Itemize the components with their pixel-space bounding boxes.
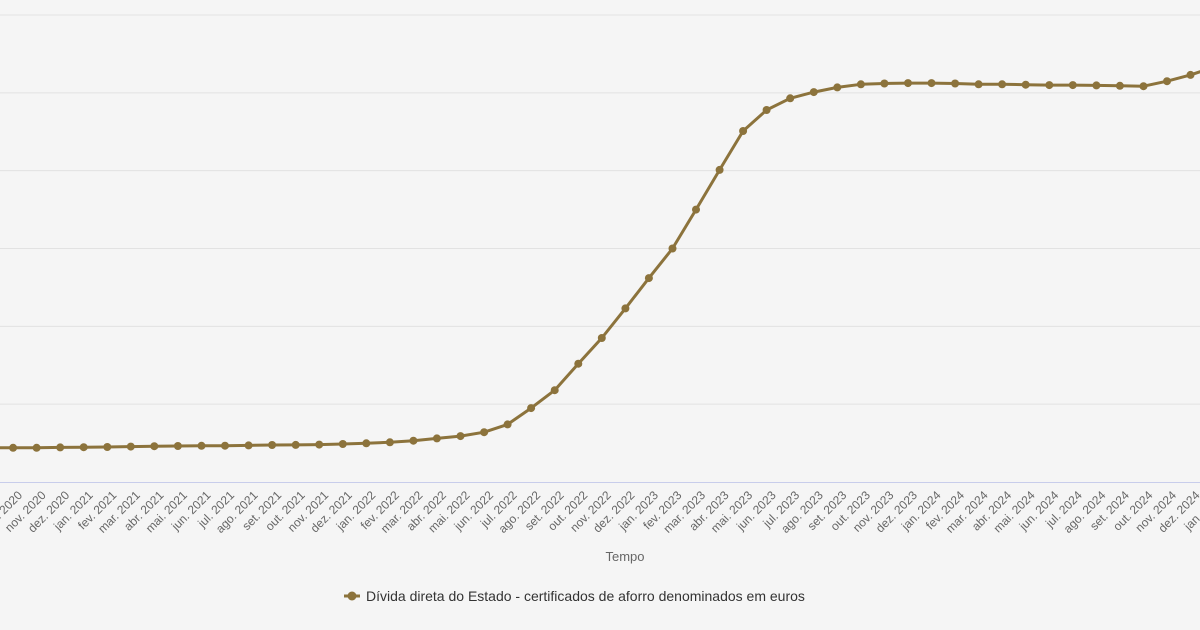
data-point[interactable] — [904, 79, 912, 88]
data-point[interactable] — [762, 106, 771, 114]
data-point[interactable] — [574, 359, 583, 368]
data-point[interactable] — [692, 205, 700, 214]
data-point[interactable] — [786, 94, 795, 103]
data-point[interactable] — [951, 79, 960, 88]
data-point[interactable] — [668, 244, 677, 253]
series-line — [0, 70, 1200, 450]
data-point[interactable] — [103, 443, 112, 451]
data-point[interactable] — [197, 441, 206, 450]
data-point[interactable] — [456, 432, 465, 441]
data-point[interactable] — [173, 442, 182, 450]
legend[interactable]: Dívida direta do Estado - certificados d… — [344, 588, 805, 604]
data-point[interactable] — [9, 443, 18, 452]
data-point[interactable] — [998, 80, 1007, 89]
data-point[interactable] — [385, 438, 394, 447]
data-point[interactable] — [32, 443, 41, 452]
data-point[interactable] — [79, 443, 88, 452]
data-point[interactable] — [315, 440, 324, 449]
data-point[interactable] — [338, 440, 347, 448]
legend-marker-dot — [347, 591, 357, 601]
data-point[interactable] — [715, 165, 724, 174]
gridlines — [0, 14, 1200, 405]
data-point[interactable] — [621, 304, 630, 313]
data-point[interactable] — [503, 420, 512, 429]
data-point[interactable] — [409, 436, 418, 445]
data-point[interactable] — [809, 88, 818, 97]
data-point[interactable] — [291, 440, 300, 449]
data-point[interactable] — [126, 442, 135, 451]
data-point[interactable] — [1045, 81, 1054, 90]
series-group — [0, 70, 1200, 452]
data-point[interactable] — [244, 441, 253, 450]
data-point[interactable] — [1021, 80, 1030, 89]
data-point[interactable] — [644, 274, 653, 283]
data-point[interactable] — [974, 80, 983, 89]
legend-label: Dívida direta do Estado - certificados d… — [366, 588, 805, 604]
data-point[interactable] — [527, 404, 536, 413]
data-point[interactable] — [597, 334, 606, 342]
data-point[interactable] — [880, 79, 889, 88]
data-point[interactable] — [268, 441, 277, 449]
data-point[interactable] — [856, 80, 865, 89]
data-point[interactable] — [56, 443, 65, 452]
data-point[interactable] — [927, 79, 936, 88]
data-point[interactable] — [480, 428, 489, 437]
data-point[interactable] — [221, 441, 229, 450]
data-point[interactable] — [1068, 81, 1077, 90]
data-point[interactable] — [150, 442, 159, 451]
data-point[interactable] — [739, 127, 748, 135]
data-point[interactable] — [1115, 81, 1124, 90]
data-point[interactable] — [1163, 77, 1171, 86]
x-axis-title: Tempo — [605, 549, 644, 564]
data-point[interactable] — [362, 439, 371, 448]
data-point[interactable] — [1092, 81, 1101, 90]
data-point[interactable] — [1186, 70, 1195, 79]
data-point[interactable] — [833, 83, 842, 92]
data-point[interactable] — [1139, 82, 1148, 91]
data-point[interactable] — [550, 386, 559, 395]
data-point[interactable] — [432, 434, 441, 443]
